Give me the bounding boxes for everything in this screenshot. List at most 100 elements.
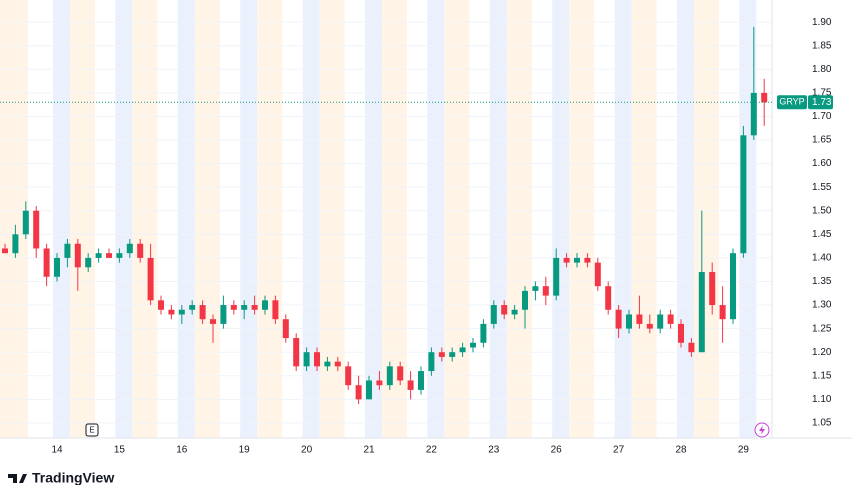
y-tick-label: 1.30: [812, 300, 832, 311]
candle-body: [43, 248, 50, 277]
candle-body: [116, 253, 123, 258]
candle-body: [418, 371, 424, 390]
candle-body: [158, 300, 164, 310]
x-tick-label: 14: [51, 445, 63, 456]
session-bands: [0, 0, 757, 438]
candle-body: [657, 314, 664, 329]
candle-body: [64, 243, 71, 258]
logo-text: TradingView: [32, 470, 114, 485]
candle-body: [376, 380, 383, 386]
price-label: 1.73: [812, 97, 832, 108]
candle-body: [22, 210, 29, 235]
y-tick-label: 1.70: [812, 111, 832, 122]
candle-body: [407, 380, 414, 390]
session-band: [427, 0, 445, 438]
candle-body: [355, 385, 362, 400]
x-tick-label: 21: [363, 445, 375, 456]
session-band: [677, 0, 694, 438]
y-tick-label: 1.45: [812, 229, 832, 240]
candle-body: [199, 305, 206, 320]
candle-body: [709, 272, 716, 306]
candle-body: [85, 257, 92, 268]
candle-body: [178, 309, 185, 315]
candle-body: [490, 305, 497, 324]
candle-body: [262, 300, 268, 310]
event-icon-bolt: [759, 425, 765, 435]
candle-body: [251, 305, 258, 310]
price-tag: [808, 95, 833, 110]
y-tick-label: 1.85: [812, 40, 832, 51]
candle-body: [303, 352, 310, 367]
candle-body: [563, 257, 570, 263]
candle-body: [241, 305, 248, 310]
session-band: [132, 0, 158, 438]
session-band: [614, 0, 632, 438]
y-tick-label: 1.90: [812, 17, 832, 28]
candle-body: [584, 257, 591, 263]
candle-body: [761, 92, 768, 103]
session-band: [506, 0, 532, 438]
candle-body: [293, 338, 300, 367]
candle-body: [397, 366, 404, 381]
candle-body: [210, 319, 216, 324]
candle-body: [366, 380, 372, 400]
event-marker-box: [85, 423, 99, 437]
session-band: [177, 0, 195, 438]
candle-body: [137, 243, 144, 258]
candle-body: [147, 257, 154, 301]
candle-body: [168, 309, 175, 315]
session-band: [70, 0, 95, 438]
session-band: [694, 0, 719, 438]
logo-icon: [8, 474, 27, 483]
candle-body: [594, 262, 601, 287]
candle-body: [2, 248, 8, 254]
candle-body: [678, 323, 684, 343]
candles: [2, 26, 768, 405]
y-tick-label: 1.55: [812, 182, 832, 193]
y-tick-label: 1.10: [812, 394, 832, 405]
candle-body: [272, 300, 279, 320]
candle-body: [750, 92, 757, 136]
session-band: [631, 0, 657, 438]
session-band: [569, 0, 595, 438]
y-tick-label: 1.35: [812, 276, 832, 287]
candle-body: [220, 305, 227, 324]
candle-body: [386, 366, 393, 386]
y-tick-label: 1.75: [812, 88, 832, 99]
candle-body: [428, 352, 435, 372]
candle-body: [33, 210, 40, 249]
session-band: [257, 0, 283, 438]
candle-body: [95, 253, 102, 258]
y-tick-label: 1.80: [812, 64, 832, 75]
candle-body: [449, 352, 456, 357]
session-band: [489, 0, 507, 438]
x-tick-label: 22: [426, 445, 438, 456]
x-tick-label: 15: [114, 445, 126, 456]
candle-body: [470, 342, 476, 348]
x-tick-label: 20: [301, 445, 313, 456]
candle-body: [636, 314, 643, 324]
candle-body: [282, 319, 289, 339]
candle-body: [574, 257, 580, 263]
candle-body: [688, 342, 695, 353]
candle-body: [522, 290, 528, 310]
x-tick-label: 19: [239, 445, 251, 456]
x-tick-label: 23: [488, 445, 500, 456]
x-tick-label: 29: [738, 445, 750, 456]
session-band: [53, 0, 70, 438]
logo: TradingView: [8, 470, 114, 485]
candle-body: [553, 257, 560, 296]
candle-body: [54, 257, 60, 277]
candle-body: [646, 323, 653, 329]
candle-body: [106, 253, 112, 258]
candle-body: [615, 309, 622, 329]
candle-body: [511, 309, 518, 315]
session-band: [382, 0, 407, 438]
candle-body: [230, 305, 237, 310]
candle-body: [730, 253, 736, 320]
candle-body: [605, 286, 612, 310]
session-band: [302, 0, 320, 438]
candle-body: [74, 243, 81, 268]
y-tick-label: 1.50: [812, 205, 832, 216]
